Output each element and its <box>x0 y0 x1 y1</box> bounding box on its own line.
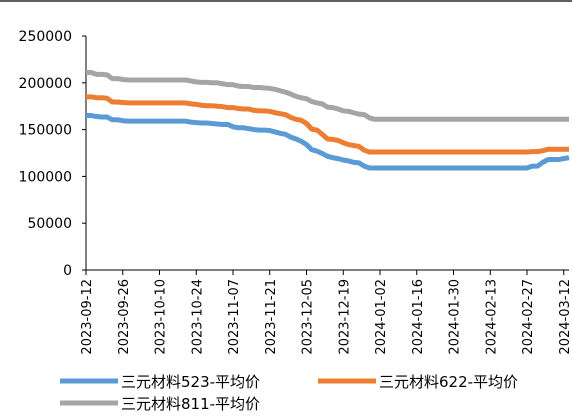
y-axis: 0 50000 100000 150000 200000 250000 <box>19 29 86 279</box>
y-tick-label: 200000 <box>19 76 72 92</box>
y-tick-label: 0 <box>63 263 72 279</box>
series-line-1 <box>86 116 569 168</box>
legend-label: 三元材料622-平均价 <box>379 373 518 391</box>
series-layer <box>86 73 569 168</box>
y-tick-label: 100000 <box>19 169 72 185</box>
series-line-3 <box>86 73 569 120</box>
x-tick-label: 2024-01-30 <box>448 279 463 355</box>
x-tick-label: 2024-02-27 <box>521 279 536 355</box>
x-axis: 2023-09-12 2023-09-26 2023-10-10 2023-10-24… <box>80 270 572 355</box>
x-tick-label: 2023-12-19 <box>337 279 352 355</box>
x-tick-label: 2023-11-07 <box>227 279 242 355</box>
x-tick-label: 2024-02-13 <box>484 279 499 355</box>
y-tick-label: 50000 <box>27 216 72 232</box>
x-tick-label: 2023-11-21 <box>264 279 279 355</box>
y-tick-label: 250000 <box>19 29 72 45</box>
x-tick-label: 2024-01-02 <box>374 279 389 355</box>
y-tick-label: 150000 <box>19 123 72 139</box>
legend-label: 三元材料523-平均价 <box>121 373 260 391</box>
legend-label: 三元材料811-平均价 <box>121 395 260 412</box>
x-tick-label: 2023-09-26 <box>117 279 132 355</box>
x-tick-label: 2023-09-12 <box>80 279 95 355</box>
x-tick-label: 2023-10-24 <box>190 279 205 355</box>
x-tick-label: 2024-03-12 <box>558 279 572 355</box>
x-tick-label: 2024-01-16 <box>411 279 426 355</box>
x-tick-label: 2023-10-10 <box>154 279 169 355</box>
x-tick-label: 2023-12-05 <box>301 279 316 355</box>
